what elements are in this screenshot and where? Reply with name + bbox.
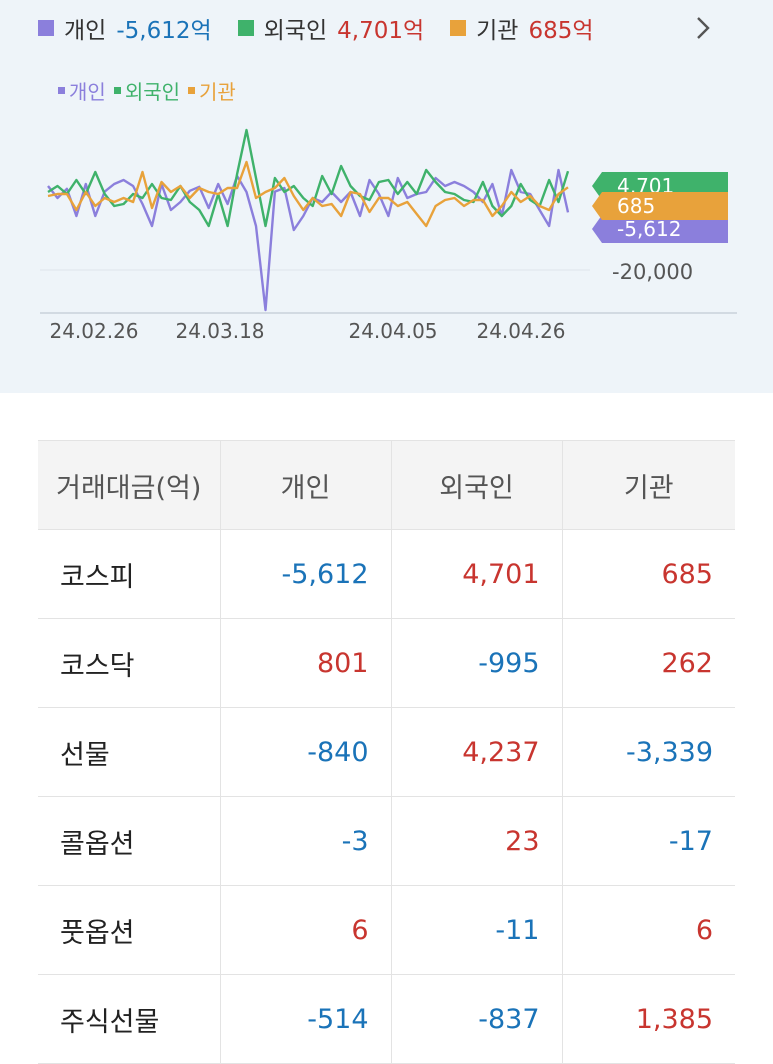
legend-item-institution: 기관 [188,76,236,105]
value-cell: 23 [391,796,563,886]
value-cell: -995 [391,618,563,708]
x-tick-label: 24.02.26 [49,319,138,343]
investor-summary: 개인 -5,612억 외국인 4,701억 기관 685억 [38,10,620,46]
summary-label: 외국인 [263,18,328,44]
x-tick-label: 24.03.18 [175,319,264,343]
y-tick-label: -20,000 [612,260,693,284]
end-value-label: -5,612 [617,217,681,241]
summary-value: 4,701억 [337,18,425,44]
legend-item-foreign: 외국인 [113,76,181,105]
value-cell: -514 [220,974,392,1064]
end-value-tag-bg [592,215,728,243]
institution-swatch [450,20,467,36]
table-row: 코스피 -5,612 4,701 685 [38,529,735,619]
header-cell: 개인 [220,440,392,530]
summary-institution: 기관 685억 [450,11,594,45]
header-cell: 기관 [562,440,735,530]
foreign-swatch [237,20,254,36]
table-row: 선물 -840 4,237 -3,339 [38,707,735,797]
row-label: 풋옵션 [38,885,221,975]
legend-label: 외국인 [124,80,181,104]
individual-swatch [38,20,54,36]
value-cell: 4,701 [391,529,563,619]
value-cell: 4,237 [391,707,563,797]
table-row: 주식선물 -514 -837 1,385 [38,974,735,1064]
table-row: 콜옵션 -3 23 -17 [38,796,735,886]
legend-label: 개인 [69,80,106,104]
row-label: 주식선물 [38,974,221,1064]
chevron-right-icon[interactable] [690,14,716,42]
row-label: 코스피 [38,529,221,619]
chart-legend: 개인 외국인 기관 [58,76,244,105]
legend-marker [58,87,65,94]
value-cell: -17 [562,796,735,886]
legend-label: 기관 [199,80,236,104]
table-row: 코스닥 801 -995 262 [38,618,735,708]
value-cell: -3,339 [562,707,735,797]
summary-value: -5,612억 [116,18,212,44]
header-cell: 외국인 [391,440,563,530]
value-cell: -5,612 [220,529,392,619]
value-cell: 6 [562,885,735,975]
end-value-tag: 685 [592,192,728,220]
end-value-label: 685 [617,194,655,218]
value-cell: 685 [562,529,735,619]
trading-value-table: 거래대금(억) 개인 외국인 기관 코스피 -5,612 4,701 685 코스닥 80… [38,440,735,1064]
value-cell: 801 [220,618,392,708]
x-tick-label: 24.04.05 [348,319,437,343]
value-cell: 6 [220,885,392,975]
row-label: 코스닥 [38,618,221,708]
summary-individual: 개인 -5,612억 [38,11,212,45]
summary-label: 기관 [476,18,519,44]
x-tick-label: 24.04.26 [476,319,565,343]
value-cell: -840 [220,707,392,797]
value-cell: 262 [562,618,735,708]
value-cell: -11 [391,885,563,975]
legend-marker [113,87,121,94]
summary-value: 685억 [528,18,594,44]
header-cell: 거래대금(억) [38,440,221,530]
summary-foreign: 외국인 4,701억 [237,11,425,45]
chart-panel: 개인 -5,612억 외국인 4,701억 기관 685억 개인 외국인 기관 [0,0,773,393]
end-value-tag: -5,612 [592,215,728,243]
row-label: 콜옵션 [38,796,221,886]
value-cell: 1,385 [562,974,735,1064]
summary-label: 개인 [64,18,107,44]
table-row: 풋옵션 6 -11 6 [38,885,735,975]
end-value-tag-bg [592,192,728,220]
series-line-개인 [47,168,570,312]
value-cell: -837 [391,974,563,1064]
legend-marker [188,87,196,94]
row-label: 선물 [38,707,221,797]
table-header-row: 거래대금(억) 개인 외국인 기관 [38,440,735,530]
legend-item-individual: 개인 [58,76,106,105]
value-cell: -3 [220,796,392,886]
series-line-기관 [47,160,569,228]
